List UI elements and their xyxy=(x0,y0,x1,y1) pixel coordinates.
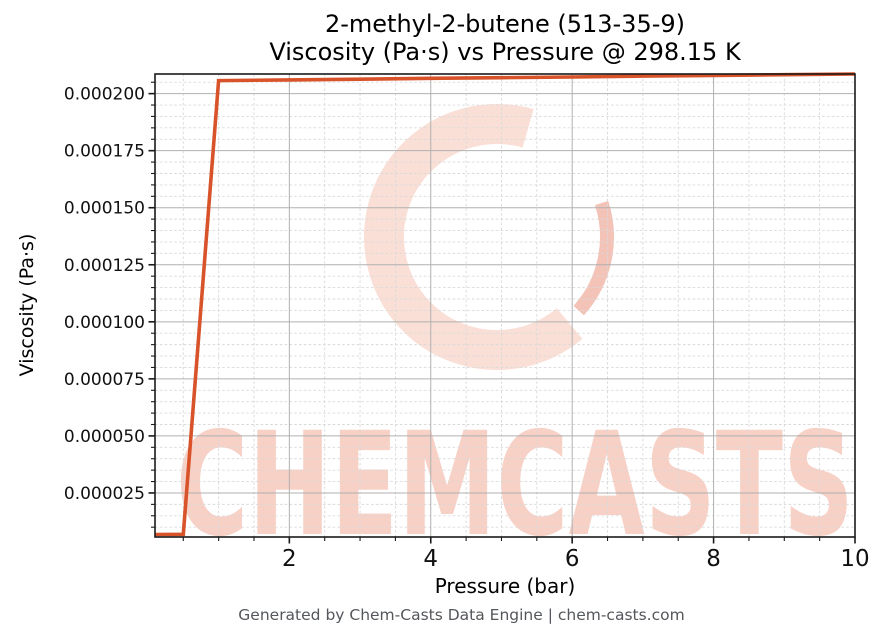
x-axis-label: Pressure (bar) xyxy=(434,574,576,598)
axes-frame xyxy=(154,73,856,538)
watermark-text: CHEMCASTS xyxy=(176,401,854,568)
chart-title-line2: Viscosity (Pa·s) vs Pressure @ 298.15 K xyxy=(269,38,741,66)
y-tick-label: 0.000150 xyxy=(64,199,145,219)
x-tick-label: 8 xyxy=(706,546,721,572)
y-tick-label: 0.000050 xyxy=(64,427,145,447)
x-tick-label: 6 xyxy=(565,546,580,572)
y-tick-label: 0.000200 xyxy=(64,85,145,105)
x-tick-label: 10 xyxy=(840,546,869,572)
chart-title: 2-methyl-2-butene (513-35-9) Viscosity (… xyxy=(155,10,855,66)
y-tick-label: 0.000125 xyxy=(64,256,145,276)
y-axis-label: Viscosity (Pa·s) xyxy=(16,233,38,377)
y-tick-label: 0.000075 xyxy=(64,370,145,390)
y-tick-label: 0.000100 xyxy=(64,313,145,333)
x-tick-label: 2 xyxy=(282,546,297,572)
watermark-logo-accent xyxy=(573,200,614,316)
x-tick-label: 4 xyxy=(423,546,438,572)
watermark-logo-arc xyxy=(363,104,583,371)
chart-title-line1: 2-methyl-2-butene (513-35-9) xyxy=(324,10,686,38)
data-line xyxy=(154,72,856,537)
y-tick-label: 0.000025 xyxy=(64,484,145,504)
y-tick-label: 0.000175 xyxy=(64,142,145,162)
footer-credit: Generated by Chem-Casts Data Engine | ch… xyxy=(238,606,685,624)
